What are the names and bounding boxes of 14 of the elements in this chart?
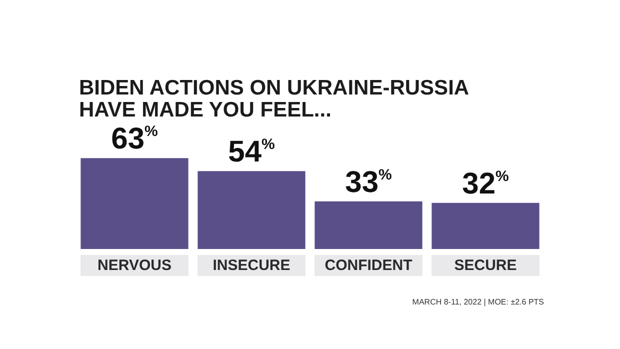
chart-title: BIDEN ACTIONS ON UKRAINE-RUSSIA HAVE MADE YOU FEEL...: [79, 76, 470, 122]
data-label: 32%: [462, 167, 509, 200]
x-tick-label: SECURE: [454, 257, 517, 274]
x-tick-label: INSECURE: [212, 257, 290, 274]
x-tick-label: NERVOUS: [98, 257, 172, 274]
data-label: 54%: [228, 136, 275, 169]
data-label: 33%: [345, 166, 392, 199]
text: MARCH 8-11, 2022 | MOE: ±2.6 PTS: [412, 298, 544, 306]
bar: [314, 201, 422, 249]
bar: [80, 158, 188, 249]
x-tick-label: CONFIDENT: [324, 257, 412, 274]
data-label: 63%: [111, 122, 158, 156]
bar: [432, 202, 540, 249]
bar: [198, 171, 306, 249]
